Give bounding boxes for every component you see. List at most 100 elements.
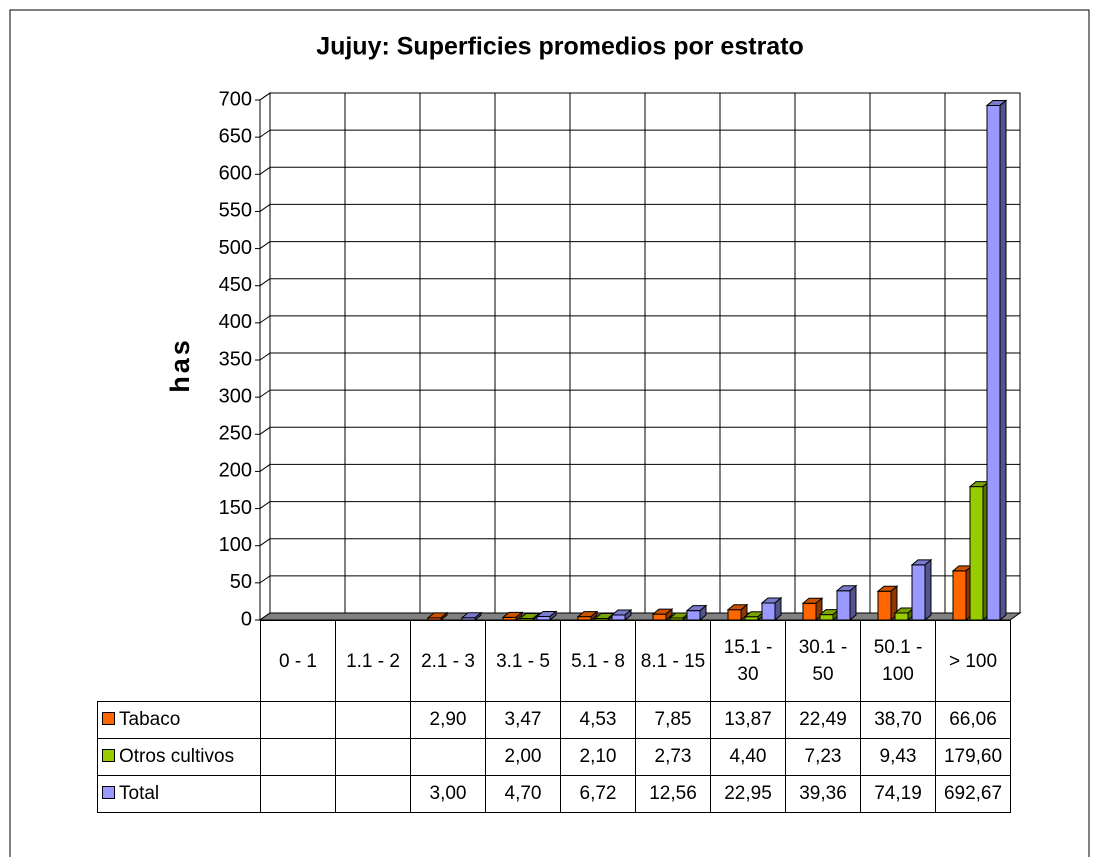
grid-line bbox=[259, 129, 271, 138]
table-cell bbox=[335, 775, 411, 813]
y-tick-label: 300 bbox=[219, 385, 252, 407]
table-row: Tabaco 2,90 3,47 4,53 7,85 13,87 22,49 38,70 66,… bbox=[97, 701, 1011, 739]
bar-side bbox=[999, 99, 1007, 622]
chart-frame bbox=[9, 9, 1090, 857]
y-tick-label: 700 bbox=[219, 88, 252, 110]
table-cell: 13,87 bbox=[710, 701, 786, 739]
table-cell: 4,40 bbox=[710, 738, 786, 776]
table-cell: 179,60 bbox=[935, 738, 1011, 776]
grid-line bbox=[259, 204, 271, 212]
bar bbox=[802, 602, 817, 621]
grid-line bbox=[259, 389, 271, 398]
y-tick-label: 600 bbox=[219, 163, 252, 185]
bar-side bbox=[699, 604, 707, 622]
legend-entry: Tabaco bbox=[97, 701, 261, 739]
x-tick-label: 5.1 - 8 bbox=[560, 620, 636, 702]
x-tick-label: > 100 bbox=[935, 620, 1011, 702]
x-tick-label: 50.1 - 100 bbox=[860, 620, 936, 702]
bar-side bbox=[474, 611, 482, 622]
legend-entry: Otros cultivos bbox=[97, 738, 261, 776]
x-tick-label: 30.1 - 50 bbox=[785, 620, 861, 702]
chart-title: Jujuy: Superficies promedios por estrato bbox=[316, 33, 804, 61]
table-cell: 6,72 bbox=[560, 775, 636, 813]
x-tick-label: 8.1 - 15 bbox=[635, 620, 711, 702]
x-tick-label: 0 - 1 bbox=[260, 620, 336, 702]
table-cell bbox=[410, 738, 486, 776]
y-tick-label: 100 bbox=[219, 534, 252, 556]
table-cell bbox=[260, 775, 336, 813]
grid-line bbox=[259, 426, 271, 435]
bar bbox=[877, 590, 892, 621]
table-cell: 2,90 bbox=[410, 701, 486, 739]
legend-key bbox=[102, 749, 115, 762]
grid-line bbox=[259, 352, 271, 361]
table-cell bbox=[260, 738, 336, 776]
table-cell: 2,10 bbox=[560, 738, 636, 776]
table-cell: 4,70 bbox=[485, 775, 561, 813]
bar bbox=[952, 570, 967, 621]
grid-line bbox=[259, 166, 271, 175]
legend-label: Total bbox=[119, 783, 160, 804]
grid-line bbox=[259, 241, 271, 249]
table-cell: 7,85 bbox=[635, 701, 711, 739]
bar bbox=[761, 602, 776, 621]
bar bbox=[986, 104, 1001, 621]
y-tick-label: 400 bbox=[219, 311, 252, 333]
bar bbox=[911, 564, 926, 621]
bar bbox=[836, 590, 851, 621]
bar bbox=[894, 612, 909, 621]
table-cell: 74,19 bbox=[860, 775, 936, 813]
table-corner bbox=[98, 621, 261, 702]
x-tick-label: 2.1 - 3 bbox=[410, 620, 486, 702]
bar-side bbox=[924, 558, 932, 622]
y-tick-label: 250 bbox=[219, 423, 252, 445]
table-cell: 22,95 bbox=[710, 775, 786, 813]
table-row: Total 3,00 4,70 6,72 12,56 22,95 39,36 74,19 692… bbox=[97, 775, 1011, 813]
table-cell: 2,00 bbox=[485, 738, 561, 776]
data-table: 0 - 1 1.1 - 2 2.1 - 3 3.1 - 5 5.1 - 8 8.1 - 1… bbox=[97, 620, 1011, 813]
grid-line bbox=[259, 315, 271, 324]
table-cell: 66,06 bbox=[935, 701, 1011, 739]
x-tick-label: 1.1 - 2 bbox=[335, 620, 411, 702]
bar bbox=[727, 609, 742, 621]
bar-side bbox=[849, 584, 857, 622]
bar-side bbox=[665, 608, 673, 622]
table-cell bbox=[335, 738, 411, 776]
grid-line bbox=[259, 575, 271, 584]
bar-side bbox=[515, 611, 523, 622]
table-cell: 692,67 bbox=[935, 775, 1011, 813]
y-tick-label: 50 bbox=[230, 571, 252, 593]
table-cell: 22,49 bbox=[785, 701, 861, 739]
y-tick-label: 350 bbox=[219, 348, 252, 370]
grid-line bbox=[259, 538, 271, 547]
table-row: Otros cultivos 2,00 2,10 2,73 4,40 7,23 9,43 17… bbox=[97, 738, 1011, 776]
y-tick-label: 550 bbox=[219, 200, 252, 222]
table-cell: 3,00 bbox=[410, 775, 486, 813]
bar-side bbox=[590, 610, 598, 622]
grid-line bbox=[259, 501, 271, 509]
legend-label: Otros cultivos bbox=[119, 746, 235, 767]
table-cell bbox=[260, 701, 336, 739]
y-tick-label: 200 bbox=[219, 460, 252, 482]
legend-entry: Total bbox=[97, 775, 261, 813]
table-cell: 7,23 bbox=[785, 738, 861, 776]
legend-label: Tabaco bbox=[119, 709, 181, 730]
x-tick-label: 15.1 - 30 bbox=[710, 620, 786, 702]
y-axis-label: has bbox=[165, 337, 195, 393]
y-tick-label: 150 bbox=[219, 497, 252, 519]
table-cell bbox=[335, 701, 411, 739]
table-cell: 2,73 bbox=[635, 738, 711, 776]
table-cell: 38,70 bbox=[860, 701, 936, 739]
y-tick-label: 650 bbox=[219, 125, 252, 147]
bar-side bbox=[774, 596, 782, 622]
bar bbox=[686, 610, 701, 621]
bar bbox=[969, 486, 984, 621]
grid-line bbox=[259, 278, 271, 287]
grid-line bbox=[259, 92, 271, 101]
table-header-row: 0 - 1 1.1 - 2 2.1 - 3 3.1 - 5 5.1 - 8 8.1 - 1… bbox=[98, 620, 1011, 702]
table-cell: 9,43 bbox=[860, 738, 936, 776]
table-cell: 39,36 bbox=[785, 775, 861, 813]
bar-side bbox=[624, 608, 632, 622]
